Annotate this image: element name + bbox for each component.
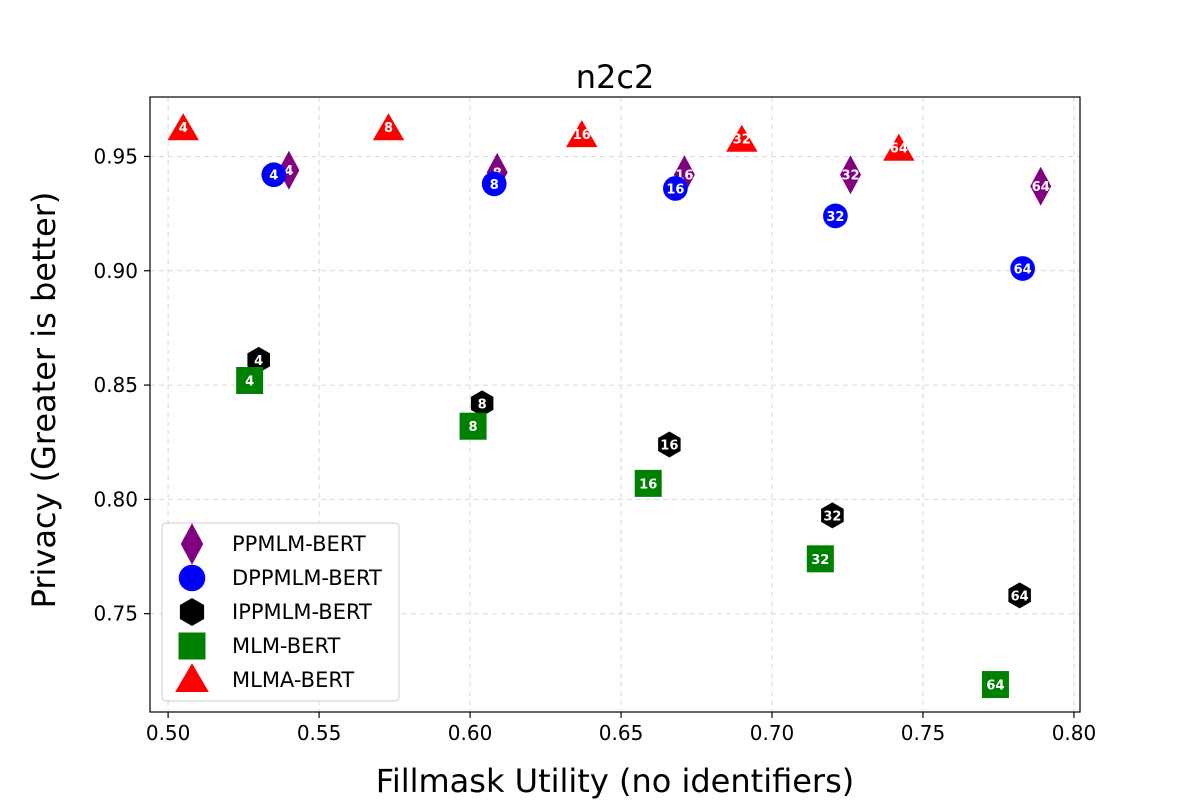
x-tick-label: 0.75 — [901, 721, 946, 745]
series-mlm-bert: 4 8 16 32 64 — [236, 366, 1009, 699]
data-point-label: 16 — [660, 439, 678, 454]
data-point-label: 64 — [986, 679, 1004, 694]
data-point-label: 16 — [639, 477, 657, 492]
data-point-label: 8 — [478, 397, 487, 412]
series-mlma-bert: 4 8 16 32 64 — [167, 113, 915, 161]
data-point-label: 4 — [254, 354, 263, 369]
data-point-hexagon — [247, 346, 270, 373]
data-point-label: 16 — [666, 182, 684, 197]
legend-marker-circle — [178, 564, 206, 592]
y-tick-label: 0.80 — [93, 487, 138, 511]
legend-marker-hexagon — [179, 598, 205, 626]
grid — [150, 97, 1080, 712]
data-point-hexagon — [470, 390, 494, 417]
legend-label: MLM-BERT — [232, 634, 341, 658]
data-point-square — [236, 366, 264, 394]
legend-label: MLMA-BERT — [232, 668, 354, 692]
data-point-circle — [1010, 256, 1035, 281]
data-point-label: 8 — [384, 121, 393, 136]
y-axis-title: Privacy (Greater is better) — [25, 192, 63, 609]
series-ppmlm-bert: 4 8 16 32 64 — [278, 150, 1052, 206]
data-point-circle — [261, 162, 287, 188]
data-point-hexagon — [821, 502, 844, 529]
axes: 0.50 0.55 0.60 0.65 0.70 0.75 0.80 0.75 0.80 0.85… — [93, 144, 1096, 745]
series-layer: 4816326448163264481632644816326448163264 — [167, 113, 1052, 699]
data-point-label: 8 — [490, 178, 499, 193]
data-point-label: 64 — [890, 142, 908, 157]
series-dppmlm-bert: 4 8 16 32 64 — [261, 162, 1035, 281]
data-point-label: 32 — [811, 553, 829, 568]
data-point-label: 4 — [179, 121, 188, 136]
y-tick-label: 0.75 — [93, 602, 138, 626]
data-point-label: 32 — [826, 210, 844, 225]
y-tick-label: 0.95 — [93, 144, 138, 168]
legend-label: IPPMLM-BERT — [232, 600, 372, 624]
data-point-hexagon — [658, 431, 681, 458]
plot-frame — [149, 96, 1081, 713]
x-tick-label: 0.55 — [297, 721, 342, 745]
data-point-circle — [823, 203, 848, 229]
legend-box — [161, 522, 400, 702]
x-tick-label: 0.60 — [448, 721, 493, 745]
data-point-square — [806, 545, 834, 573]
data-point-hexagon — [1008, 582, 1031, 609]
data-point-label: 4 — [284, 164, 293, 179]
data-point-label: 32 — [841, 169, 859, 184]
legend-marker-triangle — [175, 663, 209, 692]
data-point-label: 4 — [269, 169, 278, 184]
data-point-label: 32 — [733, 132, 751, 147]
legend: PPMLM-BERT DPPMLM-BERT IPPMLM-BERT MLM-BERT… — [161, 522, 400, 702]
data-point-circle — [663, 176, 688, 201]
data-point-square — [634, 469, 662, 497]
data-point-diamond — [1030, 166, 1052, 206]
y-tick-label: 0.90 — [93, 259, 138, 283]
data-point-triangle — [372, 113, 405, 141]
legend-marker-diamond — [180, 523, 204, 565]
x-tick-label: 0.70 — [750, 721, 795, 745]
data-point-diamond — [840, 155, 861, 195]
data-point-label: 16 — [573, 128, 591, 143]
series-ippmlm-bert: 4 8 16 32 64 — [247, 346, 1031, 609]
data-point-triangle — [726, 124, 758, 152]
data-point-label: 32 — [823, 509, 841, 524]
legend-label: DPPMLM-BERT — [232, 566, 382, 590]
data-point-label: 8 — [469, 420, 478, 435]
data-point-triangle — [566, 120, 598, 148]
data-point-triangle — [883, 133, 915, 161]
data-point-circle — [481, 171, 507, 197]
data-point-square — [459, 412, 487, 440]
y-tick-label: 0.85 — [93, 373, 138, 397]
chart-title: n2c2 — [576, 58, 655, 96]
data-point-square — [981, 671, 1009, 699]
x-tick-label: 0.50 — [146, 721, 191, 745]
data-point-label: 4 — [245, 374, 254, 389]
legend-marker-square — [178, 632, 206, 660]
data-point-triangle — [167, 113, 199, 141]
legend-label: PPMLM-BERT — [232, 532, 366, 556]
x-tick-label: 0.65 — [599, 721, 644, 745]
x-axis-title: Fillmask Utility (no identifiers) — [376, 762, 854, 800]
data-point-label: 64 — [1032, 180, 1050, 195]
x-tick-label: 0.80 — [1052, 721, 1097, 745]
data-point-label: 64 — [1014, 262, 1032, 277]
data-point-label: 64 — [1011, 589, 1029, 604]
